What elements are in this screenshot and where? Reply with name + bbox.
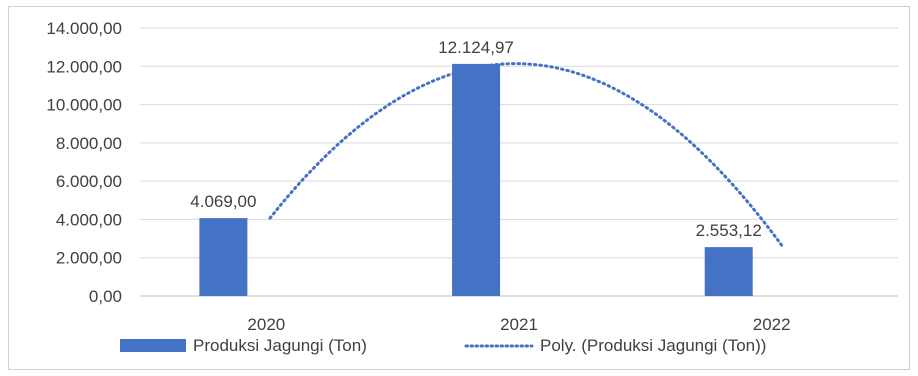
data-label: 2.553,12 [696, 221, 762, 240]
x-tick-label: 2020 [247, 315, 285, 334]
x-tick-label: 2021 [500, 315, 538, 334]
legend: Produksi Jagungi (Ton) Poly. (Produksi J… [120, 336, 766, 355]
y-axis-ticks: 0,00 2.000,00 4.000,00 6.000,00 8.000,00 10.0… [46, 19, 122, 306]
y-tick-label: 10.000,00 [46, 96, 122, 115]
y-tick-label: 6.000,00 [56, 172, 122, 191]
y-tick-label: 14.000,00 [46, 19, 122, 38]
trendline-group [268, 62, 785, 249]
bar-2020 [199, 218, 248, 296]
y-tick-label: 8.000,00 [56, 134, 122, 153]
data-labels: 4.069,00 12.124,97 2.553,12 [190, 38, 762, 240]
data-label: 12.124,97 [438, 38, 514, 57]
bar-2021 [452, 63, 501, 296]
legend-swatch-bar [120, 339, 186, 352]
x-tick-label: 2022 [753, 315, 791, 334]
x-axis-ticks: 2020 2021 2022 [247, 315, 790, 334]
legend-label-bar: Produksi Jagungi (Ton) [193, 336, 367, 355]
trendline [268, 62, 785, 249]
legend-label-trend: Poly. (Produksi Jagungi (Ton)) [540, 336, 766, 355]
y-tick-label: 12.000,00 [46, 57, 122, 76]
gridlines [140, 27, 898, 297]
data-label: 4.069,00 [190, 192, 256, 211]
bars [199, 63, 753, 296]
y-tick-label: 2.000,00 [56, 249, 122, 268]
y-tick-label: 0,00 [89, 287, 122, 306]
y-tick-label: 4.000,00 [56, 210, 122, 229]
bar-2022 [704, 247, 753, 296]
